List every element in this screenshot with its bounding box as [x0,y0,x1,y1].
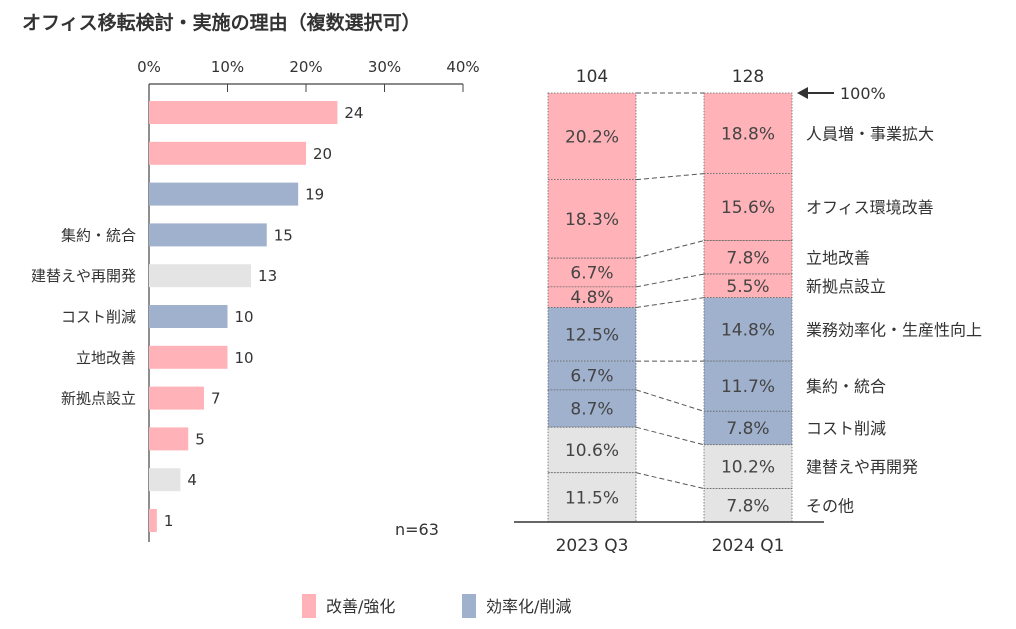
left-bar [149,223,267,247]
stacked-segment [703,173,793,241]
top-marker-arrowhead [797,87,808,99]
stacked-segment [703,92,793,175]
stacked-segment [547,257,637,288]
stacked-segment [547,360,637,391]
left-bar-value: 5 [195,430,205,448]
stacked-segment-label: 18.3% [565,210,619,230]
left-bar [149,509,157,532]
left-bar-value: 20 [313,145,332,163]
stacked-segment-label: 14.8% [721,320,775,340]
left-bar-value: 19 [305,186,324,204]
stacked-segment [703,240,793,275]
stacked-segment-label: 7.8% [726,496,769,516]
stacked-segment [703,297,793,362]
left-tick-label: 20% [289,58,322,76]
left-bar-value: 13 [258,267,277,285]
left-tick-label: 0% [137,58,161,76]
left-bar [149,345,228,369]
top-marker-label: 100% [840,84,886,103]
legend-swatch [302,594,316,618]
chart-title: オフィス移転検討・実施の理由（複数選択可） [22,11,421,34]
left-category-label: 立地改善 [76,349,136,367]
legend-label: 効率化/削減 [486,597,571,616]
stacked-segment [703,360,793,412]
left-bar-value: 4 [187,471,197,489]
segment-name-label: 人員増・事業拡大 [806,124,934,143]
legend: 改善/強化 効率化/削減 [302,594,571,618]
left-bar [149,141,306,165]
segment-name-label: 業務効率化・生産性向上 [806,320,982,339]
left-bar-value: 15 [274,226,293,244]
stacked-total: 104 [576,67,608,87]
left-bar-value: 1 [164,512,174,530]
sample-size-note: n=63 [395,520,439,539]
stacked-segment-label: 20.2% [565,127,619,147]
stacked-segment [547,389,637,428]
connector-line [635,472,705,490]
segment-name-label: その他 [806,496,854,515]
legend-swatch [462,594,476,618]
stacked-segment [703,273,793,299]
left-category-label: 新拠点設立 [61,390,136,408]
connector-line [635,389,705,412]
connector-line [635,426,705,446]
left-tick-label: 30% [368,58,401,76]
left-bar [149,182,299,206]
left-bar-value: 10 [235,349,254,367]
segment-name-label: コスト削減 [806,419,886,438]
left-bar [149,468,181,492]
connector-line [635,240,705,259]
segment-name-label: オフィス環境改善 [806,198,934,217]
stacked-segment [703,488,793,523]
left-bar-value: 24 [344,104,363,122]
left-category-label: 建替えや再開発 [31,267,136,285]
stacked-segment-label: 8.7% [570,400,613,420]
legend-label: 改善/強化 [326,597,395,616]
stacked-segment [547,92,637,181]
left-bar [149,305,228,328]
left-bar [149,101,338,124]
stacked-segment-label: 6.7% [570,366,613,386]
stacked-segment-label: 11.7% [721,377,775,397]
connector-line [635,173,705,181]
stacked-segment [703,444,793,489]
stacked-segment-label: 5.5% [726,277,769,297]
connector-line [635,297,705,308]
left-bar-value: 7 [211,390,221,408]
stacked-segment-label: 18.8% [721,124,775,144]
stacked-segment-label: 10.2% [721,458,775,478]
stacked-segment [547,307,637,362]
left-bar-value: 10 [235,308,254,326]
stacked-segment-label: 7.8% [726,248,769,268]
left-bar [149,427,189,451]
stacked-segment-label: 6.7% [570,264,613,284]
segment-name-label: 建替えや再開発 [806,458,918,477]
stacked-segment-label: 15.6% [721,198,775,218]
stacked-segment-label: 10.6% [565,441,619,461]
stacked-segment [547,286,637,308]
left-category-label: 集約・統合 [61,226,136,244]
left-tick-label: 40% [446,58,479,76]
stacked-segment-label: 11.5% [565,488,619,508]
left-tick-label: 10% [211,58,244,76]
connector-line [635,273,705,288]
right-stacked-chart: 20.2% 18.3% 6.7% 4.8% 12.5% 6.7% 8.7% 10.6% 11.5… [514,67,982,556]
left-bar-chart: 0% 10% 20% 30% 40%24201915集約・統合13建替えや再開発10コス… [31,58,480,542]
segment-name-label: 新拠点設立 [806,277,886,296]
stacked-segment-label: 12.5% [565,325,619,345]
stacked-category-label: 2024 Q1 [712,536,785,556]
segment-name-label: 集約・統合 [806,377,886,396]
left-bar [149,386,204,410]
left-bar [149,264,252,288]
left-category-label: コスト削減 [61,308,136,326]
stacked-category-label: 2023 Q3 [556,536,629,556]
stacked-segment [703,410,793,446]
stacked-total: 128 [732,67,764,87]
stacked-segment-label: 7.8% [726,419,769,439]
stacked-segment-label: 4.8% [570,288,613,308]
segment-name-label: 立地改善 [806,248,870,267]
